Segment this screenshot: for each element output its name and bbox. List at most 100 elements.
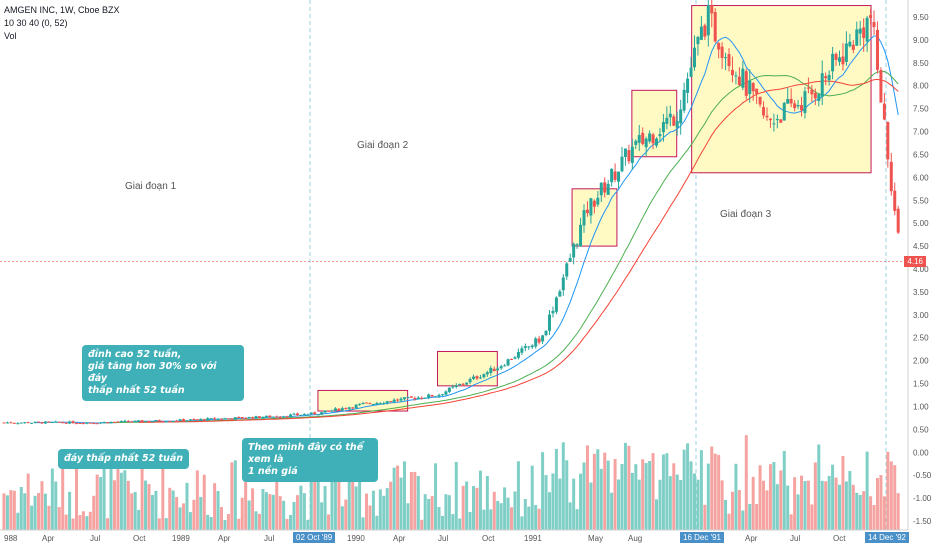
y-tick-label: 5.00 [913,219,929,228]
volume-bar [475,487,479,530]
volume-bar [582,462,586,530]
y-tick-label: 8.50 [913,59,929,68]
candle-body [251,417,255,419]
volume-bar [579,473,583,530]
volume-bar [561,442,565,530]
volume-bar [831,464,835,530]
volume-bar [420,519,424,530]
stage-2-label: Giai đoạn 2 [357,140,409,151]
candle-body [233,417,237,420]
volume-bar [458,518,462,530]
volume-bar [499,503,503,530]
volume-bar [347,463,351,530]
candle-body [547,314,551,331]
y-tick-label: 3.50 [913,288,929,297]
candle-body [309,412,313,415]
volume-bar [313,469,317,530]
candle-body [806,87,810,89]
candle-body [112,421,116,423]
candle-body [499,366,503,369]
volume-bar [261,489,265,530]
volume-bar [240,497,244,530]
volume-bar [596,449,600,530]
candle-body [558,291,562,297]
candle-body [648,133,652,142]
volume-bar [875,477,879,530]
y-tick-label: 8.00 [913,82,929,91]
candle-body [772,123,776,125]
volume-bar [119,472,123,530]
candle-body [209,418,213,420]
candle-body [378,403,382,405]
volume-bar [9,490,13,530]
candle-body [57,421,61,423]
candle-body [851,44,855,50]
candle-body [592,200,596,207]
volume-bar [213,483,217,530]
volume-bar [568,502,572,530]
stage-1-label: Giai đoạn 1 [125,181,177,192]
candle-body [717,43,721,50]
candle-body [30,422,34,424]
candle-body [171,420,175,422]
volume-bar [440,515,444,530]
volume-bar [40,481,44,530]
candle-body [572,243,576,258]
candle-body [271,416,275,418]
x-tick-label: May [588,534,604,543]
candle-body [634,140,638,145]
candle-body [140,420,144,422]
volume-bar [713,453,717,530]
volume-bar [75,467,79,530]
candle-body [16,423,20,425]
volume-bar [603,452,607,530]
volume-bar [230,462,234,530]
x-tick-label: 14 Dec '92 [865,532,909,543]
candle-body [333,408,337,411]
volume-bar [19,486,23,530]
candle-body [589,198,593,216]
volume-bar [154,490,158,530]
candle-body [389,401,393,403]
volume-bar [130,493,134,530]
candle-body [216,418,220,420]
candle-body [188,419,192,421]
volume-bar [820,480,824,530]
candle-body [71,421,75,424]
candle-body [99,422,103,424]
candle-body [848,41,852,47]
volume-bar [78,515,82,530]
candle-body [703,25,707,37]
volume-bar [744,435,748,530]
volume-bar [92,495,96,530]
volume-bar [223,519,227,530]
candle-body [257,416,261,418]
candle-body [706,5,710,36]
candle-body [323,410,327,413]
volume-bar [599,468,603,530]
candle-body [444,391,448,395]
volume-bar [188,512,192,530]
volume-bar [71,518,75,530]
candle-body [544,330,548,336]
volume-bar [848,471,852,530]
volume-bar [534,505,538,530]
candle-body [620,156,624,172]
volume-bar [482,509,486,530]
candle-body [54,421,58,423]
volume-bar [37,492,41,530]
volume-bar [306,519,310,530]
candle-body [130,421,134,423]
volume-bar [99,476,103,530]
candle-body [344,407,348,409]
y-tick-label: -1.00 [913,494,932,503]
candle-body [734,75,738,77]
volume-bar [23,493,27,530]
volume-bar [772,462,776,530]
volume-bar [365,493,369,530]
volume-bars [2,435,900,530]
candle-body [789,98,793,104]
volume-bar [575,509,579,530]
volume-bar [337,474,341,530]
